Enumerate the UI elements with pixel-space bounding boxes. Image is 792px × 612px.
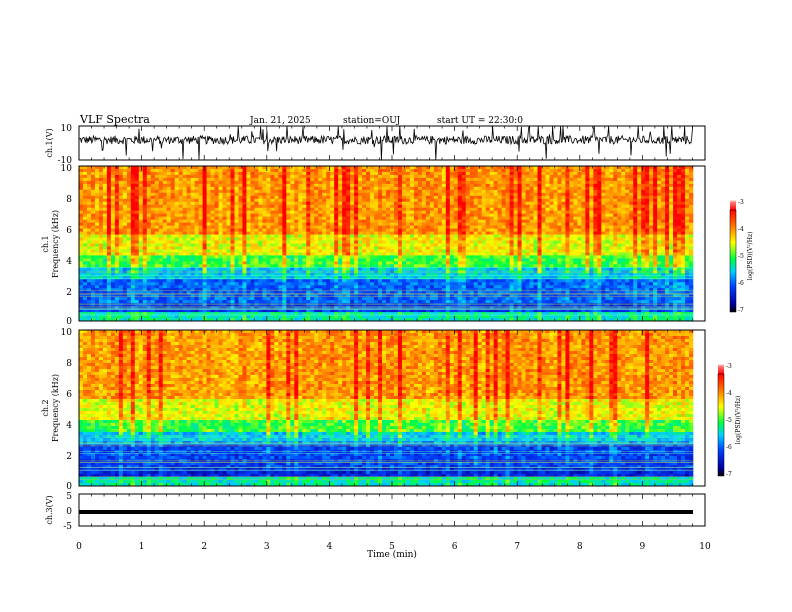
ch1-ytick-0: 0: [66, 317, 72, 327]
x-tick-label: 5: [389, 542, 395, 552]
ch1-ytick-top: 10: [61, 124, 73, 134]
ch3-ytick--5: -5: [63, 522, 72, 532]
ch1-cb-tick--5: -5: [738, 253, 744, 260]
ch1-colorbar-label: log(PSD)(V²/Hz): [747, 232, 754, 281]
ch2-ytick-4: 4: [66, 421, 72, 431]
ch1-colorbar: [729, 209, 737, 313]
ch1-ytick-8: 8: [66, 195, 72, 205]
station-label: station=OUJ: [343, 116, 401, 126]
ch1-ytick-2: 2: [66, 288, 72, 298]
ch2-cb-tick--4: -4: [726, 390, 732, 397]
ch1-cb-tick--7: -7: [738, 307, 744, 314]
ch3-ylabel: ch.3(V): [45, 495, 54, 524]
ch1-ytick-6: 6: [66, 226, 72, 236]
ch2-ytick-2: 2: [66, 452, 72, 462]
ch1-spectrogram-heatmap: [79, 166, 694, 322]
ch1-ytick-4: 4: [66, 257, 72, 267]
ch1-ytick-10: 10: [61, 164, 73, 174]
ch2-ylabel-frequency: Frequency (kHz): [51, 374, 60, 442]
ch2-ytick-10: 10: [61, 328, 73, 338]
ch2-cb-tick--6: -6: [726, 444, 732, 451]
ch2-ylabel-channel: ch.2: [41, 399, 50, 416]
ch1-waveform-line: [78, 125, 693, 161]
ch2-ytick-0: 0: [66, 482, 72, 492]
x-tick-label: 9: [640, 542, 646, 552]
ch2-cb-tick--5: -5: [726, 417, 732, 424]
ch1-ylabel-frequency: Frequency (kHz): [51, 210, 60, 278]
x-tick-label: 4: [327, 542, 333, 552]
ch3-waveform-panel: 5 0 -5 ch.3(V): [45, 492, 706, 532]
x-tick-label: 10: [699, 542, 711, 552]
ch1-ylabel: ch.1(V): [45, 128, 54, 157]
ch2-colorbar-label: log(PSD)(V²/Hz): [735, 396, 742, 445]
ch1-ytick-bottom: -10: [58, 156, 73, 166]
ch1-cb-tick--3: -3: [738, 199, 744, 206]
date-label: Jan. 21, 2025: [249, 116, 311, 126]
ch1-cb-tick--6: -6: [738, 280, 744, 287]
x-tick-label: 0: [76, 542, 82, 552]
ch2-spectrogram-panel: 0 2 4 6 8 10 ch.2 Frequency (kHz) -3 -4 …: [41, 328, 742, 492]
start-time-label: start UT = 22:30:0: [437, 116, 523, 126]
ch1-waveform-panel: 10 -10 ch.1(V): [45, 124, 706, 166]
x-tick-label: 6: [452, 542, 458, 552]
x-tick-label: 2: [201, 542, 207, 552]
ch2-spectrogram-heatmap: [79, 330, 694, 487]
x-tick-label: 3: [264, 542, 270, 552]
ch3-ytick-0: 0: [66, 507, 72, 517]
x-tick-label: 7: [514, 542, 520, 552]
ch2-ytick-6: 6: [66, 390, 72, 400]
x-tick-label: 8: [577, 542, 583, 552]
ch2-cb-tick--7: -7: [726, 471, 732, 478]
ch2-cb-tick--3: -3: [726, 363, 732, 370]
ch3-ytick-5: 5: [66, 492, 72, 502]
figure-title: VLF Spectra: [79, 113, 150, 126]
ch1-ylabel-channel: ch.1: [41, 235, 50, 252]
ch2-colorbar: [717, 373, 725, 477]
x-tick-label: 1: [139, 542, 145, 552]
ch1-cb-tick--4: -4: [738, 226, 744, 233]
ch2-ytick-8: 8: [66, 359, 72, 369]
x-axis-tick-labels: 0 1 2 3 4 5 6 7 8 9 10: [76, 542, 711, 552]
x-axis-label: Time (min): [367, 549, 417, 560]
ch1-spectrogram-panel: 0 2 4 6 8 10 ch.1 Frequency (kHz) -3 -4 …: [41, 164, 754, 327]
